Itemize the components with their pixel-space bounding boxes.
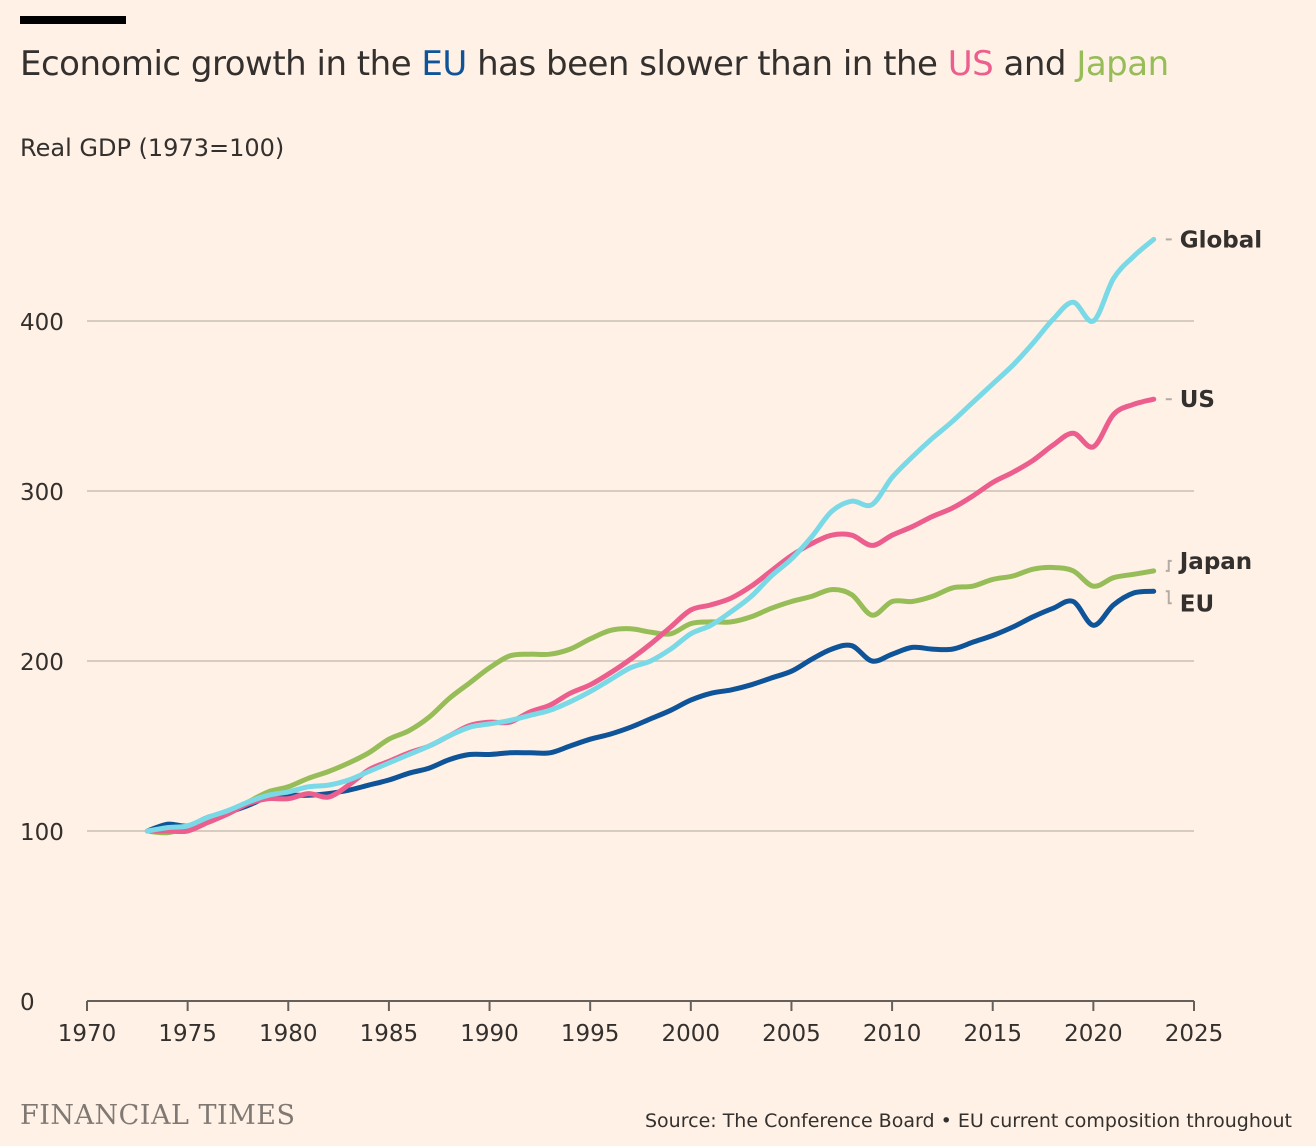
- series-label-global: Global: [1180, 227, 1262, 253]
- x-tick-label-2005: 2005: [762, 1021, 821, 1047]
- ft-top-rule: [20, 16, 126, 24]
- series-label-japan: Japan: [1178, 549, 1252, 575]
- title-eu: EU: [421, 44, 467, 84]
- title-part-2: has been slower than in the: [466, 44, 948, 84]
- series-line-japan: [144, 564, 1157, 836]
- y-tick-label-200: 200: [20, 650, 64, 676]
- x-tick-label-1980: 1980: [259, 1021, 318, 1047]
- x-tick-label-2010: 2010: [863, 1021, 922, 1047]
- y-tick-label-0: 0: [20, 990, 35, 1016]
- series-line-global: [144, 236, 1157, 834]
- x-tick-label-1970: 1970: [58, 1021, 117, 1047]
- y-tick-label-100: 100: [20, 820, 64, 846]
- ft-brand-logo: FINANCIAL TIMES: [20, 1100, 296, 1131]
- line-chart: 0 100 200 300 400 1970 1975 1980 1985 1990 1995 200…: [20, 227, 1262, 1047]
- chart-title: Economic growth in the EU has been slowe…: [20, 44, 1169, 84]
- title-japan: Japan: [1076, 44, 1169, 84]
- x-tick-label-2000: 2000: [662, 1021, 721, 1047]
- chart-subtitle: Real GDP (1973=100): [20, 134, 285, 162]
- series-label-eu: EU: [1180, 591, 1214, 617]
- x-tick-label-1985: 1985: [360, 1021, 419, 1047]
- x-tick-label-2015: 2015: [963, 1021, 1022, 1047]
- label-connector-japan: [1165, 559, 1172, 572]
- x-tick-label-2020: 2020: [1064, 1021, 1123, 1047]
- title-part-1: Economic growth in the: [20, 44, 422, 84]
- y-tick-label-300: 300: [20, 480, 64, 506]
- title-part-3: and: [993, 44, 1077, 84]
- x-tick-label-1975: 1975: [158, 1021, 217, 1047]
- x-tick-label-2025: 2025: [1165, 1021, 1224, 1047]
- label-connector-eu: [1165, 590, 1172, 605]
- x-tick-label-1995: 1995: [561, 1021, 620, 1047]
- series-line-us: [144, 396, 1157, 835]
- y-tick-label-400: 400: [20, 310, 64, 336]
- source-note: Source: The Conference Board • EU curren…: [645, 1110, 1292, 1132]
- series-label-us: US: [1180, 387, 1215, 413]
- x-tick-label-1990: 1990: [460, 1021, 519, 1047]
- title-us: US: [947, 44, 994, 84]
